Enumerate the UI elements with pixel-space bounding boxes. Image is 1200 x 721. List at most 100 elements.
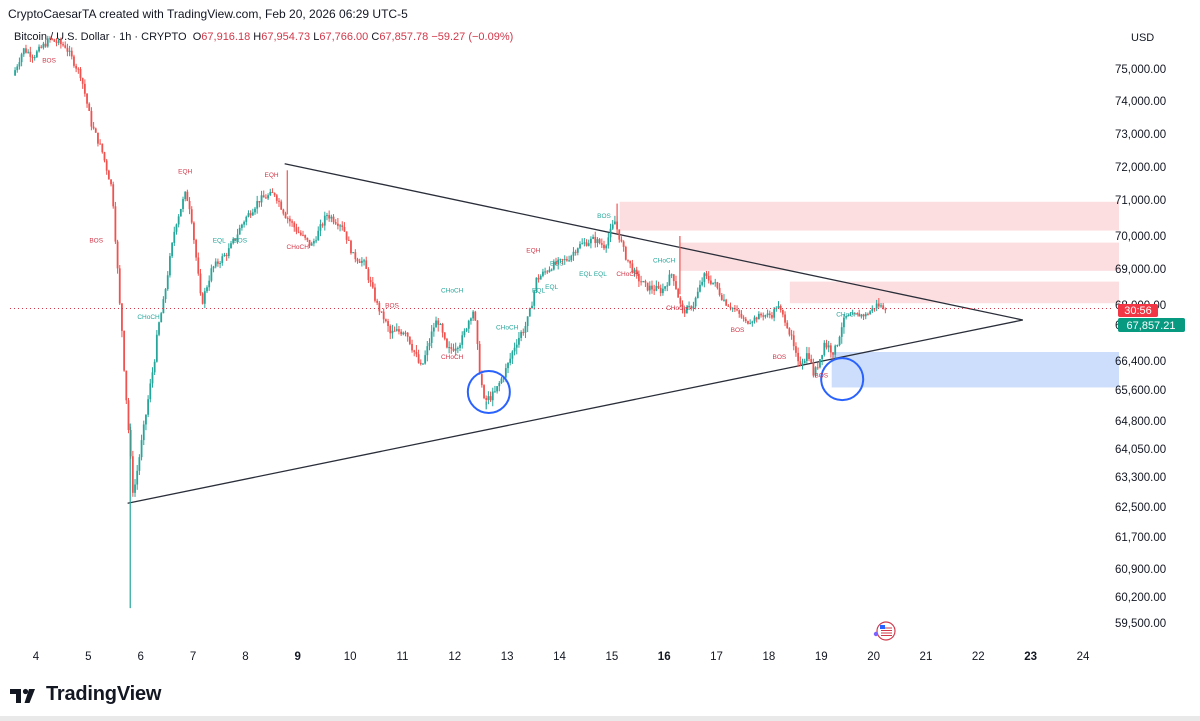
candle-body bbox=[736, 309, 738, 311]
support-zone bbox=[831, 352, 1119, 388]
candle-body bbox=[158, 322, 160, 335]
candle-body bbox=[653, 289, 656, 291]
candle-body bbox=[781, 309, 784, 315]
structure-label: CHoCH bbox=[287, 244, 310, 251]
candle-body bbox=[328, 215, 331, 219]
candle-body bbox=[550, 269, 553, 271]
time-tick-label: 11 bbox=[396, 651, 408, 663]
open-label: O bbox=[192, 31, 202, 43]
candle-body bbox=[731, 308, 734, 310]
candle-body bbox=[40, 46, 43, 48]
candle-body bbox=[585, 242, 588, 246]
candle-body bbox=[784, 314, 786, 323]
candle-body bbox=[507, 362, 509, 369]
candle-body bbox=[572, 251, 575, 256]
candle-body bbox=[701, 281, 704, 285]
chart-credit: CryptoCaesarTA created with TradingView.… bbox=[8, 7, 408, 21]
candle-body bbox=[533, 291, 536, 306]
currency-label[interactable]: USD bbox=[1131, 32, 1155, 44]
candle-body bbox=[620, 239, 623, 242]
time-tick-label: 16 bbox=[658, 651, 671, 663]
candle-body bbox=[70, 50, 73, 57]
upper-trendline bbox=[284, 163, 1023, 321]
candle-body bbox=[840, 327, 843, 337]
candle-body bbox=[627, 259, 629, 261]
candle-body bbox=[880, 305, 882, 307]
candle-body bbox=[882, 305, 885, 310]
candle-body bbox=[694, 297, 697, 307]
time-tick-label: 13 bbox=[501, 651, 514, 663]
candle-body bbox=[459, 344, 461, 348]
candle-body bbox=[312, 240, 315, 244]
candle-body bbox=[406, 332, 409, 337]
candle-body bbox=[775, 308, 778, 310]
zone-layer bbox=[619, 201, 1119, 388]
symbol-legend: Bitcoin / U.S. Dollar · 1h · CRYPTO O 67,… bbox=[14, 31, 513, 43]
candle-body bbox=[188, 200, 191, 210]
candle-body bbox=[788, 328, 791, 335]
candle-body bbox=[797, 352, 800, 362]
time-tick-label: 9 bbox=[295, 651, 301, 663]
candle-body bbox=[832, 352, 834, 355]
candle-body bbox=[576, 248, 579, 253]
symbol-name[interactable]: Bitcoin / U.S. Dollar · 1h · CRYPTO bbox=[14, 31, 187, 43]
candle-body bbox=[267, 195, 269, 199]
candle-body bbox=[83, 83, 86, 94]
time-tick-label: 8 bbox=[242, 651, 248, 663]
candle-body bbox=[690, 306, 693, 309]
candle-body bbox=[230, 243, 232, 249]
candle-body bbox=[297, 231, 300, 233]
candle-body bbox=[275, 195, 278, 201]
candle-body bbox=[860, 314, 863, 317]
candle-body bbox=[241, 224, 243, 228]
candle-body bbox=[347, 239, 350, 241]
price-tick-label: 61,700.00 bbox=[1115, 532, 1166, 544]
candle-body bbox=[378, 302, 381, 312]
candle-body bbox=[238, 227, 241, 235]
structure-label: CHoCH bbox=[616, 271, 639, 278]
candle-body bbox=[528, 308, 531, 317]
circle-layer bbox=[466, 357, 865, 414]
flag-canton bbox=[880, 625, 885, 629]
candle-body bbox=[513, 347, 516, 352]
candle-body bbox=[55, 41, 58, 43]
candle-body bbox=[343, 226, 346, 232]
annotation-layer: BOS BOS CHoCH EQH EQH EQL BOS CHoCH BOS CHoCH CHoC… bbox=[42, 57, 859, 379]
candle-body bbox=[88, 103, 91, 111]
candle-body bbox=[539, 275, 542, 280]
time-axis[interactable]: 4 5 6 7 8 9 10 11 12 13 14 15 16 17 18 19 20 21 22 23 24 bbox=[33, 651, 1090, 663]
candle-body bbox=[304, 235, 307, 238]
close-label: C bbox=[371, 31, 380, 43]
candle-body bbox=[655, 285, 658, 291]
time-tick-label: 14 bbox=[553, 651, 566, 663]
candle-body bbox=[616, 221, 618, 230]
candle-body bbox=[668, 274, 671, 286]
candle-body bbox=[53, 39, 56, 42]
candle-body bbox=[552, 261, 555, 270]
candle-body bbox=[223, 254, 226, 257]
candle-body bbox=[871, 308, 874, 312]
candle-body bbox=[94, 128, 97, 133]
candle-body bbox=[352, 252, 355, 254]
price-tick-label: 60,200.00 bbox=[1115, 592, 1166, 604]
structure-label: CHoCH bbox=[496, 325, 519, 332]
candle-body bbox=[77, 68, 80, 70]
candle-body bbox=[258, 201, 261, 203]
candle-body bbox=[35, 51, 38, 58]
candle-body bbox=[443, 332, 446, 339]
candle-body bbox=[114, 206, 117, 242]
low-value: 67,766.00 bbox=[319, 31, 369, 43]
candle-body bbox=[511, 351, 514, 359]
price-axis[interactable]: 75,000.00 74,000.00 73,000.00 72,000.00 71,0… bbox=[1115, 64, 1185, 630]
price-tick-label: 69,000.00 bbox=[1115, 264, 1166, 276]
brand[interactable]: TradingView bbox=[10, 683, 161, 706]
candle-body bbox=[243, 221, 245, 225]
price-tick-label: 62,500.00 bbox=[1115, 502, 1166, 514]
time-tick-label: 17 bbox=[710, 651, 723, 663]
candle-body bbox=[249, 213, 252, 216]
candle-body bbox=[725, 299, 728, 306]
candle-body bbox=[644, 281, 647, 283]
candle-body bbox=[461, 335, 464, 345]
candle-body bbox=[470, 318, 472, 321]
